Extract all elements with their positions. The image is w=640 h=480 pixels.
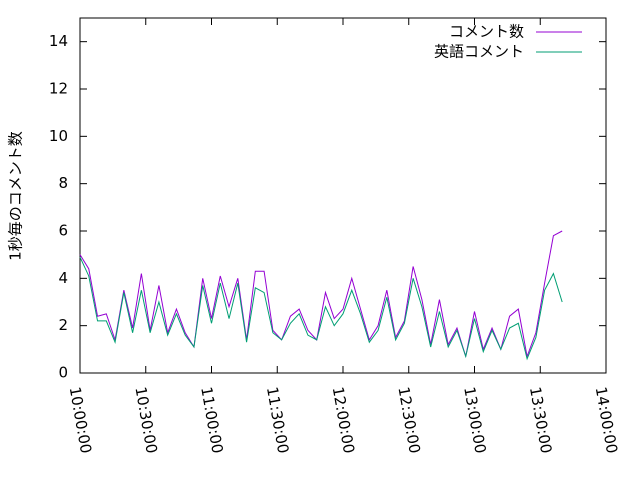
- y-tick-label: 6: [58, 222, 68, 240]
- x-tick-label: 10:30:00: [131, 385, 160, 454]
- x-tick-label: 11:00:00: [197, 385, 226, 454]
- y-tick-label: 10: [49, 127, 68, 145]
- x-tick-label: 13:30:00: [526, 385, 555, 454]
- series-line: [79, 230, 563, 359]
- y-tick-label: 8: [58, 174, 68, 192]
- y-tick-label: 0: [58, 364, 68, 382]
- legend-label: コメント数: [449, 23, 524, 41]
- series-line: [79, 256, 563, 361]
- x-tick-label: 12:30:00: [394, 385, 423, 454]
- y-tick-label: 14: [49, 32, 68, 50]
- y-tick-label: 4: [58, 269, 68, 287]
- x-tick-label: 13:00:00: [460, 385, 489, 454]
- x-tick-label: 12:00:00: [329, 385, 358, 454]
- x-tick-label: 14:00:00: [592, 385, 621, 454]
- y-tick-label: 12: [49, 80, 68, 98]
- y-tick-label: 2: [58, 316, 68, 334]
- legend-label: 英語コメント: [434, 43, 524, 61]
- x-tick-label: 10:00:00: [66, 385, 95, 454]
- x-tick-label: 11:30:00: [263, 385, 292, 454]
- y-axis-label: 1秒毎のコメント数: [7, 131, 25, 261]
- plot-border: [79, 17, 607, 374]
